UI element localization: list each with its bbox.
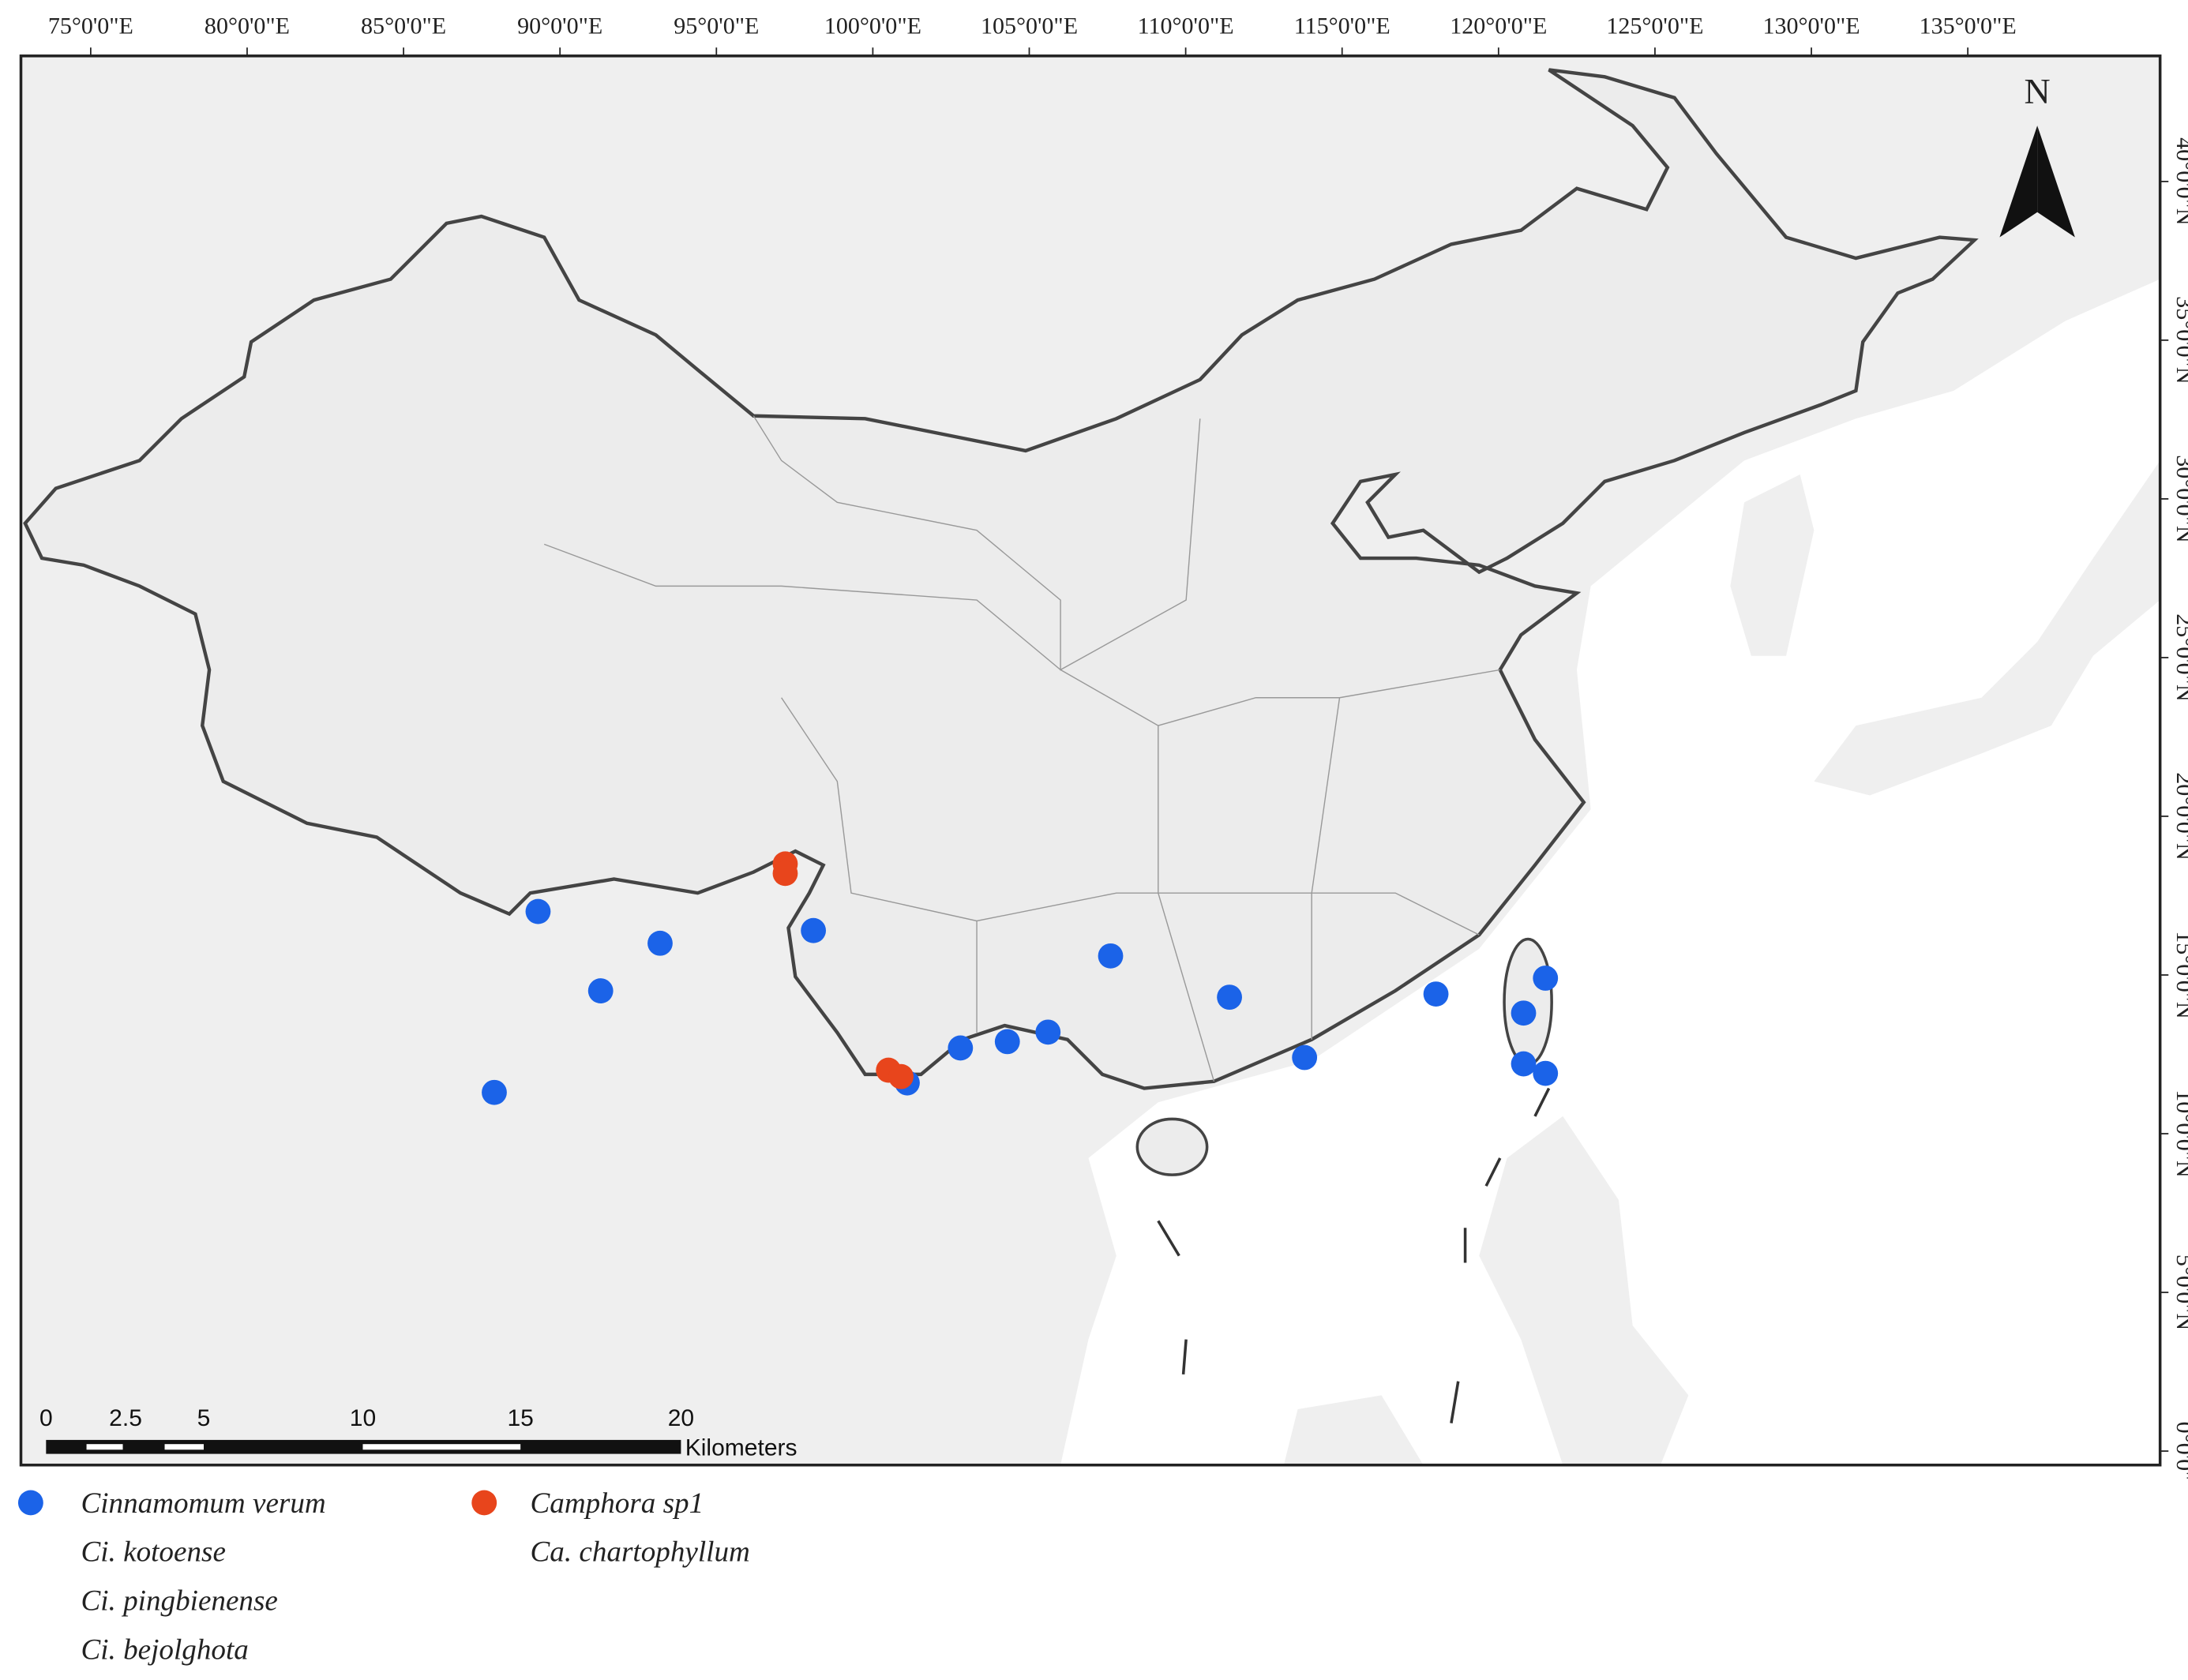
lat-label: 0°0'0" [2171, 1422, 2188, 1481]
lon-label: 105°0'0"E [981, 13, 1078, 39]
occurrence-point [948, 1035, 974, 1061]
occurrence-point [1217, 984, 1242, 1011]
japan [1814, 460, 2160, 796]
scale-bar-unit: Kilometers [685, 1434, 798, 1461]
lon-label: 95°0'0"E [674, 13, 759, 39]
occurrence-point [994, 1029, 1020, 1055]
lat-label: 25°0'0"N [2171, 613, 2188, 701]
scale-bar-label: 5 [197, 1405, 211, 1431]
lon-label: 120°0'0"E [1450, 13, 1547, 39]
lat-label: 15°0'0"N [2171, 931, 2188, 1018]
lat-label: 40°0'0"N [2171, 137, 2188, 225]
occurrence-point [772, 861, 798, 887]
occurrence-point [1533, 966, 1559, 991]
lon-label: 115°0'0"E [1294, 13, 1390, 39]
legend-label: Ci. kotoense [81, 1536, 225, 1569]
lat-label: 20°0'0"N [2171, 772, 2188, 860]
legend-label: Ca. chartophyllum [531, 1536, 750, 1569]
philippines [1283, 1116, 1689, 1465]
lat-label: 35°0'0"N [2171, 296, 2188, 384]
occurrence-point [1533, 1060, 1559, 1086]
north-arrow [2037, 126, 2075, 238]
lon-label: 75°0'0"E [48, 13, 133, 39]
province-lines [543, 415, 1500, 1082]
scale-bar: 0 2.5 5 10 15 20 Kilometers [39, 1405, 798, 1461]
lat-label: 30°0'0"N [2171, 455, 2188, 542]
scale-bar-segment [164, 1444, 205, 1450]
legend-swatch [471, 1490, 497, 1516]
occurrence-point [482, 1079, 507, 1105]
occurrence-point [525, 898, 551, 924]
legend-label: Ci. bejolghota [81, 1633, 248, 1666]
occurrence-point [1098, 943, 1124, 969]
korea [1730, 474, 1815, 656]
sea [1060, 279, 2160, 1465]
nine-dash-line [1157, 1087, 1551, 1423]
lon-label: 125°0'0"E [1606, 13, 1703, 39]
occurrence-point [647, 930, 673, 956]
lon-label: 80°0'0"E [205, 13, 290, 39]
occurrence-point [1423, 981, 1449, 1007]
legend-label: Cinnamomum verum [81, 1487, 325, 1520]
lon-label: 130°0'0"E [1762, 13, 1860, 39]
lon-label: 85°0'0"E [361, 13, 446, 39]
legend-swatch [17, 1490, 43, 1516]
hainan [1135, 1117, 1209, 1176]
occurrence-point [888, 1063, 914, 1089]
occurrence-point [587, 978, 614, 1003]
occurrence-point [801, 917, 827, 943]
legend-label: Camphora sp1 [531, 1487, 704, 1520]
scale-bar-label: 0 [39, 1405, 53, 1431]
lon-label: 135°0'0"E [1920, 13, 2017, 39]
occurrence-point [1035, 1019, 1061, 1045]
china-border [23, 68, 1979, 1090]
occurrence-point [1511, 1000, 1537, 1026]
north-label: N [2025, 71, 2051, 111]
lon-label: 90°0'0"E [517, 13, 602, 39]
lat-label: 5°0'0"N [2171, 1254, 2188, 1330]
map-frame [19, 54, 2162, 1467]
scale-bar-label: 15 [507, 1405, 533, 1431]
scale-bar-label: 20 [668, 1405, 694, 1431]
lon-label: 100°0'0"E [824, 13, 921, 39]
scale-bar-label: 10 [350, 1405, 376, 1431]
scale-bar-segment [362, 1444, 521, 1450]
occurrence-point [1292, 1044, 1318, 1071]
legend-label: Ci. pingbienense [81, 1585, 277, 1618]
scale-bar-segment [86, 1444, 123, 1450]
occurrence-point [1511, 1051, 1537, 1077]
scale-bar-label: 2.5 [109, 1405, 142, 1431]
lon-label: 110°0'0"E [1138, 13, 1234, 39]
lat-label: 10°0'0"N [2171, 1089, 2188, 1177]
